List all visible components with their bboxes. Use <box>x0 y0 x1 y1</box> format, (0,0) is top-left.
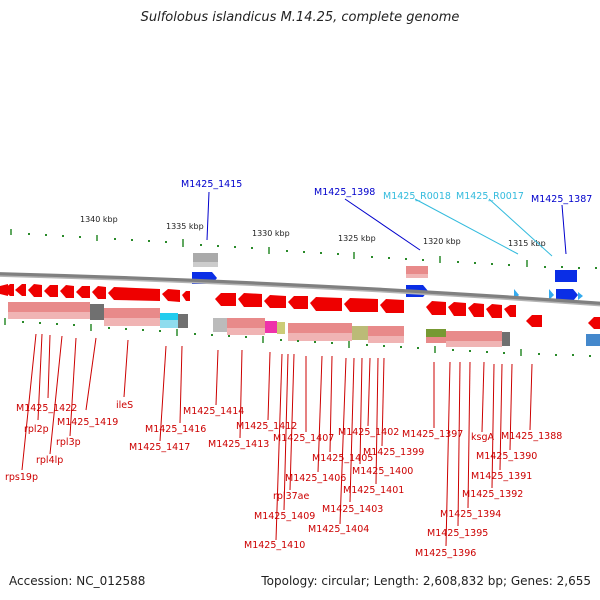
gene-label-bottom[interactable]: M1425_1403 <box>322 504 383 515</box>
gene-label-bottom[interactable]: M1425_1395 <box>427 528 488 539</box>
gene-label-bottom[interactable]: M1425_1416 <box>145 424 206 435</box>
gene-label-bottom[interactable]: M1425_1422 <box>16 403 77 414</box>
gene-label-bottom[interactable]: M1425_1410 <box>244 540 305 551</box>
gene-label-bottom[interactable]: M1425_1406 <box>285 473 346 484</box>
top-callouts <box>206 191 567 257</box>
gene-arrow[interactable] <box>426 301 446 315</box>
gene-label-bottom[interactable]: rpl2p <box>24 424 49 435</box>
gene-label-bottom[interactable]: M1425_1417 <box>129 442 190 453</box>
gene-label-bottom[interactable]: M1425_1419 <box>57 417 118 428</box>
gene-label-top[interactable]: M1425_1387 <box>531 194 592 205</box>
gene-label-bottom[interactable]: M1425_1402 <box>338 427 399 438</box>
gene-label-bottom[interactable]: M1425_1391 <box>471 471 532 482</box>
scale-label: 1335 kbp <box>166 222 204 231</box>
gene-arrow[interactable] <box>215 293 236 306</box>
figure-title: Sulfolobus islandicus M.14.25, complete … <box>140 10 460 25</box>
gene-label-top[interactable]: M1425_R0017 <box>456 191 524 202</box>
gene-label-bottom[interactable]: M1425_1392 <box>462 489 523 500</box>
scale-label: 1320 kbp <box>423 237 461 246</box>
genome-backbone <box>0 272 600 306</box>
gene-label-top[interactable]: M1425_R0018 <box>383 191 451 202</box>
gene-label-bottom[interactable]: M1425_1394 <box>440 509 501 520</box>
gene-label-bottom[interactable]: M1425_1400 <box>352 466 413 477</box>
gene-label-bottom[interactable]: rpl4lp <box>36 455 63 466</box>
gene-label-bottom[interactable]: M1425_1404 <box>308 524 369 535</box>
gene-label-bottom[interactable]: M1425_1409 <box>254 511 315 522</box>
scale-label: 1330 kbp <box>252 229 290 238</box>
scale-ticks-lower <box>4 318 591 357</box>
gene-label-bottom[interactable]: M1425_1407 <box>273 433 334 444</box>
gene-label-bottom[interactable]: rps19p <box>5 472 38 483</box>
gene-label-bottom[interactable]: ileS <box>116 400 133 411</box>
scale-tick-labels: 1340 kbp 1335 kbp 1330 kbp 1325 kbp 1320… <box>80 215 546 248</box>
gene-label-bottom[interactable]: M1425_1388 <box>501 431 562 442</box>
scale-label: 1340 kbp <box>80 215 118 224</box>
scale-label: 1315 kbp <box>508 239 546 248</box>
forward-features <box>192 253 583 301</box>
gene-label-bottom[interactable]: M1425_1414 <box>183 406 244 417</box>
gene-label-bottom[interactable]: M1425_1413 <box>208 439 269 450</box>
gene-label-bottom[interactable]: M1425_1399 <box>363 447 424 458</box>
gene-label-bottom[interactable]: M1425_1405 <box>312 453 373 464</box>
gene-label-bottom[interactable]: ksgA <box>471 432 494 443</box>
gene-label-bottom[interactable]: rpl37ae <box>273 491 309 502</box>
gene-label-bottom[interactable]: rpl3p <box>56 437 81 448</box>
reverse-feature-blocks <box>8 302 600 347</box>
gene-label-top[interactable]: M1425_1415 <box>181 179 242 190</box>
reverse-features <box>0 284 600 329</box>
topology-text: Topology: circular; Length: 2,608,832 bp… <box>261 574 591 588</box>
gene-label-bottom[interactable]: M1425_1412 <box>236 421 297 432</box>
gene-arrow[interactable] <box>526 315 542 327</box>
gene-arrow[interactable] <box>556 289 578 301</box>
gene-label-bottom[interactable]: M1425_1390 <box>476 451 537 462</box>
gene-label-bottom[interactable]: M1425_1401 <box>343 485 404 496</box>
gene-label-bottom[interactable]: M1425_1397 <box>402 429 463 440</box>
gene-label-bottom[interactable]: M1425_1396 <box>415 548 476 559</box>
bottom-callouts <box>21 333 533 547</box>
scale-ticks-upper <box>10 229 597 269</box>
accession-text: Accession: NC_012588 <box>9 574 146 588</box>
scale-label: 1325 kbp <box>338 234 376 243</box>
gene-arrow[interactable] <box>108 287 160 301</box>
gene-label-top[interactable]: M1425_1398 <box>314 187 375 198</box>
